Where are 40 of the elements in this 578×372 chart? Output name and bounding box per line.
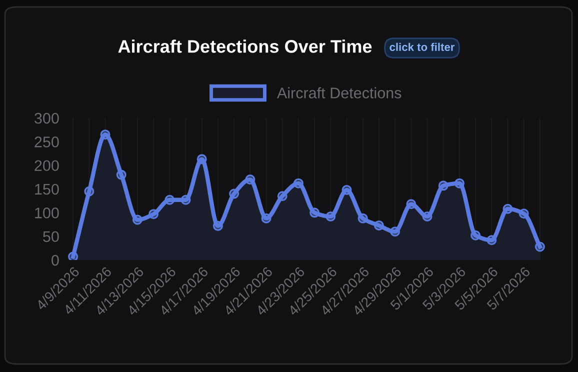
point xyxy=(261,213,272,224)
point xyxy=(229,188,240,199)
y-tick-label: 100 xyxy=(35,208,59,218)
point xyxy=(438,180,448,191)
point xyxy=(406,199,416,210)
point xyxy=(470,230,481,240)
y-tick-label: 150 xyxy=(35,184,59,195)
point xyxy=(212,220,223,231)
point xyxy=(196,154,207,164)
point xyxy=(132,214,142,225)
point xyxy=(422,211,432,222)
chart-title: Aircraft Detections Over Time xyxy=(118,40,372,53)
point xyxy=(502,204,513,214)
point xyxy=(148,209,159,220)
y-tick-label: 50 xyxy=(43,231,59,242)
y-tick-label: 200 xyxy=(34,160,59,172)
point xyxy=(68,252,78,260)
point xyxy=(518,208,529,219)
point xyxy=(534,242,545,252)
point xyxy=(84,186,94,196)
point xyxy=(277,191,288,202)
point xyxy=(164,194,175,205)
point xyxy=(180,194,191,205)
point xyxy=(116,170,126,180)
y-tick-label: 250 xyxy=(34,136,59,148)
point xyxy=(245,174,256,185)
text: click to filter xyxy=(390,42,455,51)
point xyxy=(374,220,384,230)
legend-label: Aircraft Detections xyxy=(276,87,402,98)
y-tick-label: 0 xyxy=(52,254,59,266)
y-tick-label: 300 xyxy=(34,112,59,124)
point xyxy=(358,213,368,224)
point xyxy=(390,226,400,237)
point xyxy=(326,211,336,222)
point xyxy=(454,178,464,188)
point xyxy=(342,184,352,195)
point xyxy=(100,130,110,140)
point xyxy=(310,208,320,218)
point xyxy=(293,178,304,188)
point xyxy=(486,235,497,246)
